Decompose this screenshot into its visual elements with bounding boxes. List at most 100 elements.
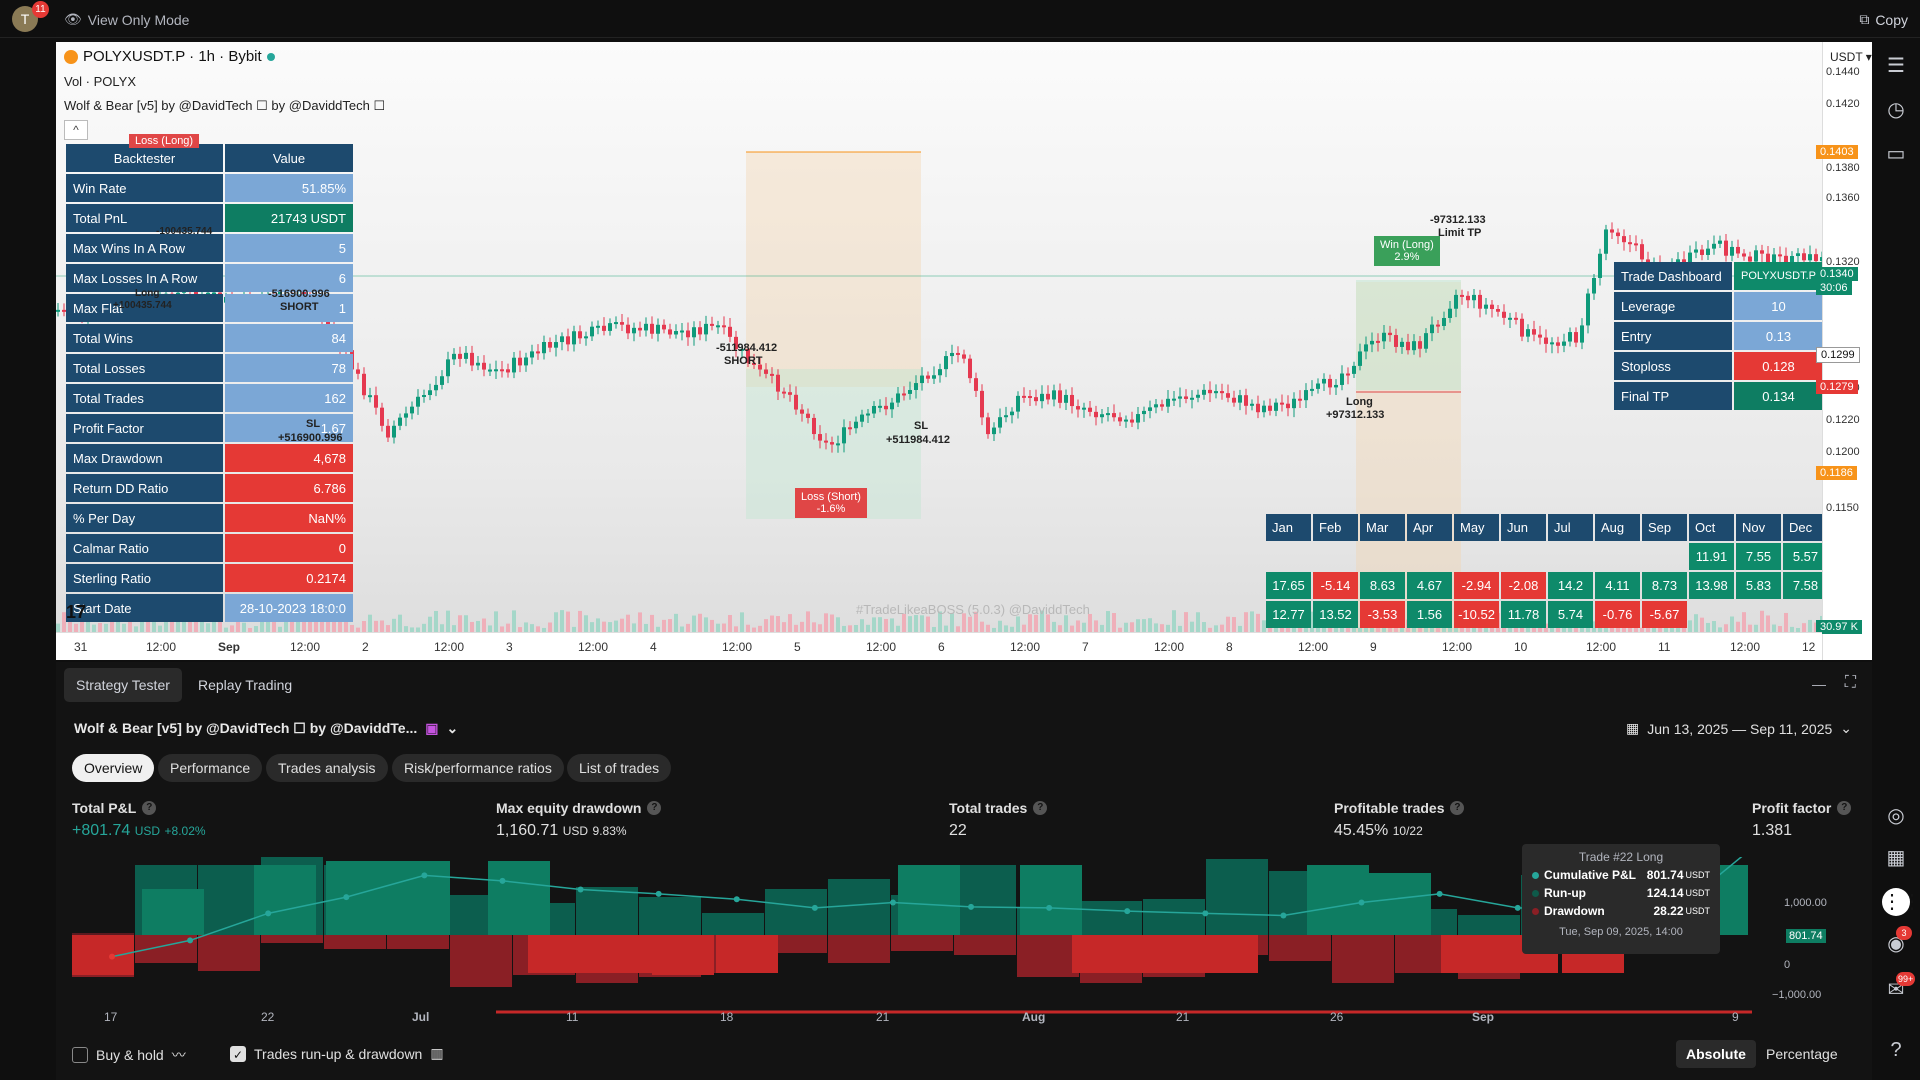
buy-hold-checkbox[interactable]	[72, 1047, 88, 1063]
chart-shape	[1766, 615, 1770, 632]
chart-shape	[194, 291, 198, 297]
chart-shape	[1124, 622, 1128, 632]
watchlist-icon[interactable]: ☰	[1887, 55, 1905, 77]
runup-toggle[interactable]: ✓ Trades run-up & drawdown ▥	[230, 1045, 444, 1062]
trade-annotation: SL	[306, 418, 321, 430]
left-strip	[0, 42, 56, 1080]
backtester-value: NaN%	[225, 504, 353, 532]
runup-bar	[702, 913, 764, 935]
chart-shape	[1010, 626, 1014, 632]
chart-shape	[1238, 625, 1242, 632]
runup-bar	[954, 865, 1016, 935]
tradingview-logo[interactable]: 17	[66, 602, 87, 622]
time-scale[interactable]	[56, 632, 1822, 660]
chart-shape	[1226, 616, 1230, 632]
copy-button[interactable]: ⧉ Copy	[1859, 11, 1908, 28]
chart-shape	[302, 287, 306, 298]
help-icon[interactable]: ?	[1890, 1039, 1902, 1061]
runup-bar	[576, 887, 638, 935]
subtab-performance[interactable]: Performance	[158, 754, 263, 782]
price-chart[interactable]: POLYXUSDT.P · 1h · Bybit Vol · POLYX Wol…	[56, 42, 1872, 660]
runup-bar	[254, 865, 316, 935]
subtab-trades-analysis[interactable]: Trades analysis	[266, 754, 388, 782]
runup-bar	[1080, 901, 1142, 935]
indicator-legend[interactable]: Wolf & Bear [v5] by @DavidTech ☐ by @Dav…	[64, 98, 386, 113]
subtab-risk-ratios[interactable]: Risk/performance ratios	[392, 754, 564, 782]
month-cell: 5.83	[1736, 572, 1781, 599]
dashboard-row: Final TP 0.134	[1614, 382, 1823, 410]
equity-x-label: 18	[720, 1010, 734, 1024]
subtab-list-of-trades[interactable]: List of trades	[567, 754, 672, 782]
chart-shape	[998, 620, 1002, 632]
equity-chart[interactable]	[56, 857, 1872, 1032]
equity-point	[1436, 890, 1443, 897]
equity-point	[421, 872, 428, 879]
chart-shape	[1736, 621, 1740, 632]
chart-shape	[1172, 610, 1176, 632]
time-label: 12	[1802, 640, 1816, 654]
month-cell: -5.14	[1313, 572, 1358, 599]
chart-shape	[1214, 625, 1218, 632]
info-icon[interactable]: ?	[142, 801, 157, 815]
time-label: 6	[938, 640, 945, 654]
volume-legend[interactable]: Vol · POLYX	[64, 74, 137, 89]
metric-label: Profit factor	[1752, 800, 1832, 816]
currency-selector[interactable]: USDT ▾	[1830, 50, 1872, 64]
equity-point	[655, 890, 662, 897]
speedometer-icon[interactable]: ◎	[1887, 805, 1905, 827]
percentage-button[interactable]: Percentage	[1766, 1046, 1838, 1062]
info-icon[interactable]: ?	[1837, 801, 1852, 815]
info-icon[interactable]: ?	[1450, 801, 1465, 815]
absolute-button[interactable]: Absolute	[1676, 1040, 1756, 1068]
chart-shape	[1400, 341, 1404, 347]
chart-shape	[1502, 311, 1506, 318]
date-range-label: Jun 13, 2025 — Sep 11, 2025	[1647, 720, 1833, 737]
top-bar: T 11 👁 View Only Mode ⧉ Copy	[0, 0, 1920, 38]
time-label: 12:00	[434, 640, 465, 654]
subtab-overview[interactable]: Overview	[72, 754, 155, 782]
date-range-selector[interactable]: ▦ Jun 13, 2025 — Sep 11, 2025 ⌄	[1626, 720, 1852, 737]
chart-shape	[1814, 254, 1818, 262]
chart-shape	[944, 625, 948, 632]
tab-replay-trading[interactable]: Replay Trading	[198, 677, 293, 693]
buy-hold-toggle[interactable]: Buy & hold 〰	[72, 1045, 186, 1065]
chart-shape	[740, 612, 744, 632]
strategy-selector[interactable]: Wolf & Bear [v5] by @DavidTech ☐ by @Dav…	[74, 720, 458, 737]
dashboard-key: Stoploss	[1614, 352, 1732, 380]
calendar-icon[interactable]: ▦	[1886, 847, 1906, 869]
chart-shape	[1496, 309, 1500, 312]
runup-checkbox[interactable]: ✓	[230, 1045, 246, 1062]
alerts-clock-icon[interactable]: ◷	[1887, 99, 1905, 121]
maximize-icon[interactable]: ⛶	[1844, 674, 1856, 691]
chart-shape	[1022, 395, 1026, 398]
chevron-down-icon: ⌄	[446, 720, 459, 736]
time-label: 31	[74, 640, 88, 654]
chart-shape	[1454, 294, 1458, 309]
chart-shape	[680, 626, 684, 632]
time-label: Sep	[218, 640, 241, 654]
chart-shape	[866, 624, 870, 632]
chart-shape	[302, 615, 306, 632]
info-icon[interactable]: ?	[1033, 801, 1048, 815]
minimize-icon[interactable]: —	[1812, 676, 1826, 692]
tooltip-key: Run-up	[1544, 886, 1586, 900]
chart-shape	[506, 623, 510, 632]
chart-shape	[1472, 294, 1476, 301]
chart-shape	[1784, 612, 1788, 632]
chart-shape	[1202, 622, 1206, 632]
chat-icon[interactable]: ▭	[1886, 143, 1906, 165]
info-icon[interactable]: ?	[647, 801, 662, 815]
price-tag: 0.1279	[1816, 380, 1858, 394]
collapse-legend-button[interactable]: ^	[64, 120, 88, 140]
apps-grid-icon[interactable]: ⋮⋮	[1882, 888, 1920, 916]
drawdown-bar	[765, 935, 827, 953]
equity-point	[1046, 904, 1053, 911]
symbol-header[interactable]: POLYXUSDT.P · 1h · Bybit	[64, 48, 275, 65]
chart-shape	[224, 627, 228, 632]
chart-shape	[752, 627, 756, 632]
chart-shape	[908, 616, 912, 632]
chart-shape	[824, 613, 828, 632]
chart-shape	[602, 325, 606, 331]
chart-shape	[1112, 413, 1116, 418]
tab-strategy-tester[interactable]: Strategy Tester	[64, 668, 182, 702]
